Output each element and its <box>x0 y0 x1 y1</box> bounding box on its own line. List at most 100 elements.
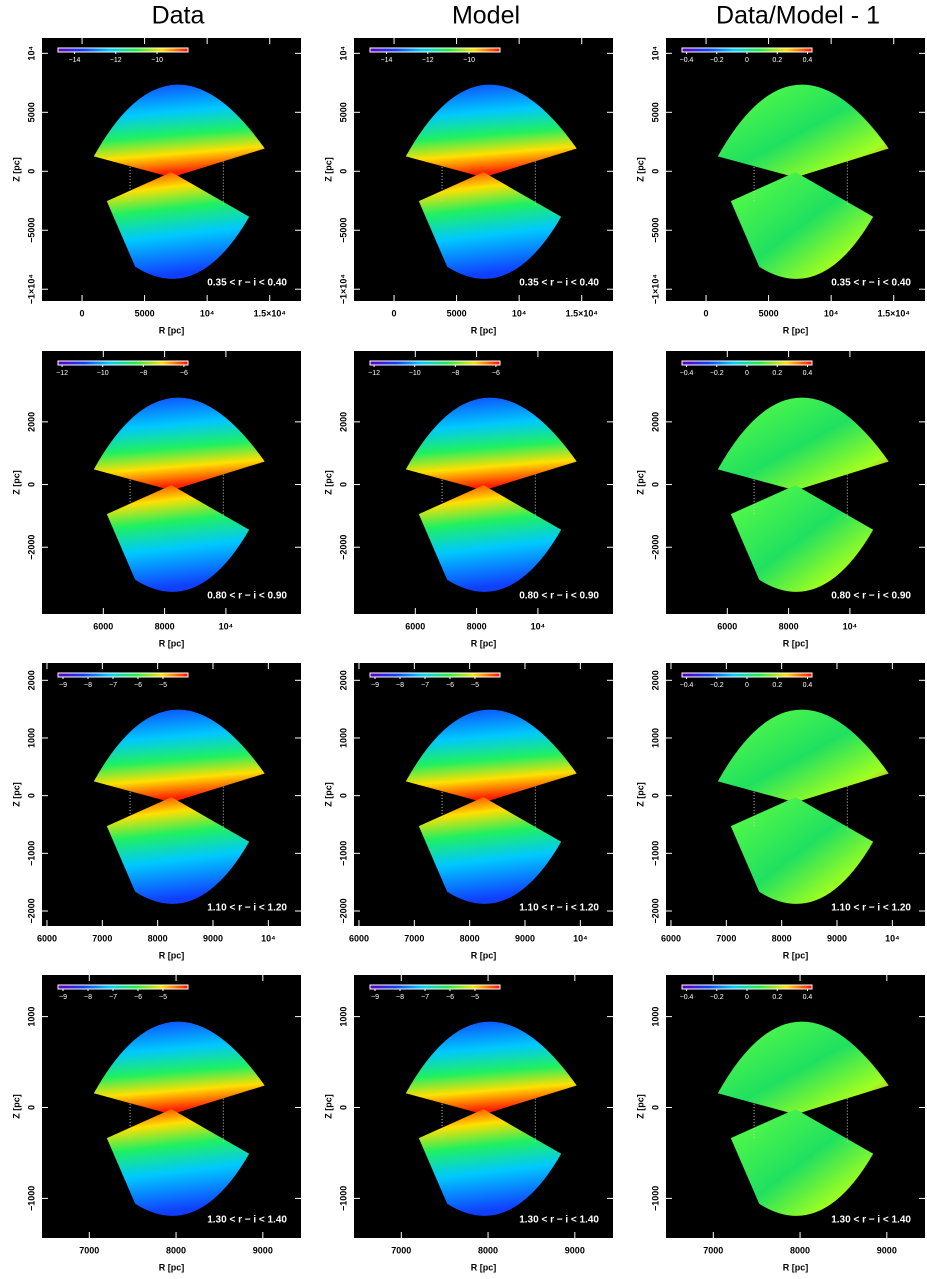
y-tick-label: 2000 <box>650 670 660 690</box>
density-map-upper <box>93 84 265 178</box>
x-tick-label: 1.5×10⁴ <box>566 308 598 318</box>
y-tick-label: 1000 <box>26 1007 36 1027</box>
x-tick-label: 7000 <box>79 1245 99 1255</box>
colorbar-tick-label: 0.4 <box>803 370 813 377</box>
y-tick-label: 0 <box>338 793 348 798</box>
y-tick-label: −2000 <box>650 898 660 923</box>
x-tick-label: 7000 <box>716 933 736 943</box>
colorbar-tick-label: 0 <box>745 994 749 1001</box>
colorbar-tick-label: −9 <box>59 682 67 689</box>
x-tick-label: 10⁴ <box>885 933 899 943</box>
x-tick-label: 10⁴ <box>843 621 857 631</box>
y-tick-label: 5000 <box>26 102 36 122</box>
colorbar-tick-label: −8 <box>84 994 92 1001</box>
colorbar-tick-label: −9 <box>371 994 379 1001</box>
colorbar-tick-label: −0.2 <box>710 370 724 377</box>
colorbar-tick-label: −7 <box>109 994 117 1001</box>
x-tick-label: 6000 <box>661 933 681 943</box>
annotation: 0.80 < r − i < 0.90 <box>831 591 911 602</box>
y-tick-label: 2000 <box>26 412 36 432</box>
x-tick-label: 8000 <box>467 621 487 631</box>
colorbar <box>57 984 189 990</box>
colorbar-tick-label: −0.4 <box>680 682 694 689</box>
annotation: 1.10 < r − i < 1.20 <box>831 903 911 914</box>
y-tick-label: 1000 <box>650 728 660 748</box>
x-tick-label: 7000 <box>404 933 424 943</box>
colorbar-tick-label: −6 <box>446 682 454 689</box>
colorbar-tick-label: −0.4 <box>680 57 694 64</box>
y-tick-label: 0 <box>26 169 36 174</box>
x-tick-label: 9000 <box>515 933 535 943</box>
density-map-upper <box>405 1021 577 1115</box>
y-axis-label: Z [pc] <box>635 470 645 495</box>
x-tick-label: 6000 <box>93 621 113 631</box>
colorbar-tick-label: 0.2 <box>772 57 782 64</box>
x-axis-label: R [pc] <box>783 638 809 648</box>
y-tick-label: 0 <box>650 1105 660 1110</box>
y-tick-label: −1000 <box>650 841 660 866</box>
y-axis-label: Z [pc] <box>11 157 21 182</box>
y-tick-label: 0 <box>338 169 348 174</box>
annotation: 1.30 < r − i < 1.40 <box>207 1215 287 1226</box>
density-map-lower <box>106 485 250 592</box>
colorbar <box>369 360 501 366</box>
y-tick-label: 5000 <box>338 102 348 122</box>
y-axis-label: Z [pc] <box>323 1094 333 1119</box>
x-tick-label: 6000 <box>349 933 369 943</box>
annotation: 1.30 < r − i < 1.40 <box>831 1215 911 1226</box>
x-tick-label: 5000 <box>759 308 779 318</box>
y-tick-label: −1000 <box>338 1186 348 1211</box>
colorbar <box>681 672 813 678</box>
density-map-lower <box>730 485 874 592</box>
y-axis-label: Z [pc] <box>11 1094 21 1119</box>
x-tick-label: 8000 <box>772 933 792 943</box>
colorbar-tick-label: −8 <box>396 682 404 689</box>
y-axis-label: Z [pc] <box>635 157 645 182</box>
y-tick-label: −1000 <box>650 1186 660 1211</box>
colorbar-tick-label: −0.2 <box>710 57 724 64</box>
column-title: Data/Model - 1 <box>716 2 880 30</box>
annotation: 0.80 < r − i < 0.90 <box>519 591 599 602</box>
x-tick-label: 8000 <box>460 933 480 943</box>
y-tick-label: −1000 <box>338 841 348 866</box>
colorbar-tick-label: −6 <box>134 994 142 1001</box>
y-tick-label: 0 <box>26 793 36 798</box>
colorbar-tick-label: 0.2 <box>772 370 782 377</box>
x-tick-label: 10⁴ <box>573 933 587 943</box>
y-tick-label: −1×10⁴ <box>338 274 348 304</box>
y-tick-label: 2000 <box>338 412 348 432</box>
y-tick-label: −2000 <box>650 535 660 560</box>
y-tick-label: −1×10⁴ <box>26 274 36 304</box>
y-tick-label: −2000 <box>26 535 36 560</box>
x-tick-label: 6000 <box>37 933 57 943</box>
density-map-lower <box>418 1109 562 1216</box>
annotation: 0.80 < r − i < 0.90 <box>207 591 287 602</box>
y-tick-label: 0 <box>26 482 36 487</box>
y-tick-label: −1000 <box>26 1186 36 1211</box>
y-tick-label: 10⁴ <box>338 46 348 60</box>
x-tick-label: 6000 <box>717 621 737 631</box>
x-tick-label: 10⁴ <box>200 308 214 318</box>
x-axis-label: R [pc] <box>471 325 497 335</box>
y-tick-label: 5000 <box>650 102 660 122</box>
density-map-lower <box>730 1109 874 1216</box>
annotation: 1.30 < r − i < 1.40 <box>519 1215 599 1226</box>
x-tick-label: 9000 <box>877 1245 897 1255</box>
colorbar <box>57 360 189 366</box>
colorbar-tick-label: −10 <box>409 370 421 377</box>
colorbar-tick-label: 0 <box>745 370 749 377</box>
y-tick-label: 1000 <box>338 1007 348 1027</box>
colorbar <box>681 984 813 990</box>
y-tick-label: −2000 <box>338 898 348 923</box>
colorbar-tick-label: 0.4 <box>803 682 813 689</box>
x-tick-label: 10⁴ <box>219 621 233 631</box>
density-map-upper <box>717 1021 889 1115</box>
y-tick-label: 1000 <box>26 728 36 748</box>
column-title: Data <box>152 2 205 30</box>
density-map-lower <box>418 172 562 279</box>
y-tick-label: 0 <box>338 482 348 487</box>
colorbar-tick-label: −6 <box>180 370 188 377</box>
y-tick-label: 10⁴ <box>26 46 36 60</box>
y-axis-label: Z [pc] <box>11 782 21 807</box>
y-tick-label: −5000 <box>338 218 348 243</box>
